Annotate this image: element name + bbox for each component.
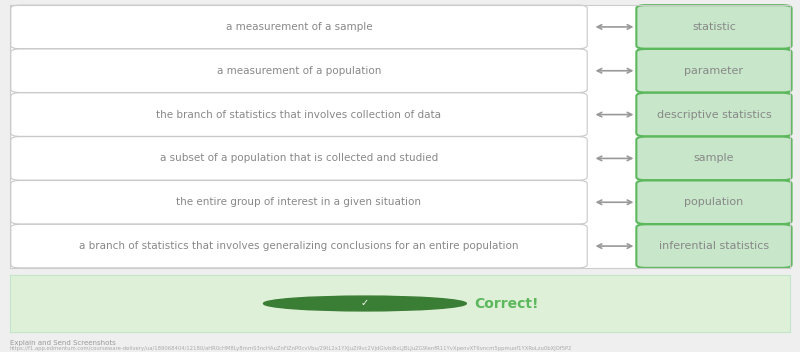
FancyBboxPatch shape (10, 93, 587, 136)
Text: descriptive statistics: descriptive statistics (657, 109, 771, 120)
Text: a branch of statistics that involves generalizing conclusions for an entire popu: a branch of statistics that involves gen… (79, 241, 518, 251)
Circle shape (263, 296, 466, 311)
Text: the entire group of interest in a given situation: the entire group of interest in a given … (177, 197, 422, 207)
FancyBboxPatch shape (10, 5, 587, 49)
Text: a measurement of a sample: a measurement of a sample (226, 22, 372, 32)
Text: inferential statistics: inferential statistics (659, 241, 769, 251)
Text: Explain and Send Screenshots: Explain and Send Screenshots (10, 340, 116, 346)
Text: population: population (684, 197, 743, 207)
Text: statistic: statistic (692, 22, 736, 32)
FancyBboxPatch shape (10, 181, 587, 224)
Text: sample: sample (694, 153, 734, 163)
Text: the branch of statistics that involves collection of data: the branch of statistics that involves c… (157, 109, 442, 120)
Text: ✓: ✓ (361, 298, 369, 308)
FancyBboxPatch shape (10, 224, 587, 268)
FancyBboxPatch shape (10, 137, 587, 180)
FancyBboxPatch shape (636, 137, 791, 180)
FancyBboxPatch shape (636, 224, 791, 268)
FancyBboxPatch shape (10, 49, 587, 93)
FancyBboxPatch shape (636, 93, 791, 136)
FancyBboxPatch shape (636, 5, 791, 49)
Text: Correct!: Correct! (474, 296, 538, 310)
FancyBboxPatch shape (636, 181, 791, 224)
Text: parameter: parameter (685, 66, 743, 76)
Text: https://f1.app.edmentum.com/courseware-delivery/ua/189068404/12180/aHR0cHM8Ly8mm: https://f1.app.edmentum.com/courseware-d… (10, 346, 573, 351)
Text: a measurement of a population: a measurement of a population (217, 66, 381, 76)
FancyBboxPatch shape (636, 49, 791, 93)
Text: a subset of a population that is collected and studied: a subset of a population that is collect… (160, 153, 438, 163)
